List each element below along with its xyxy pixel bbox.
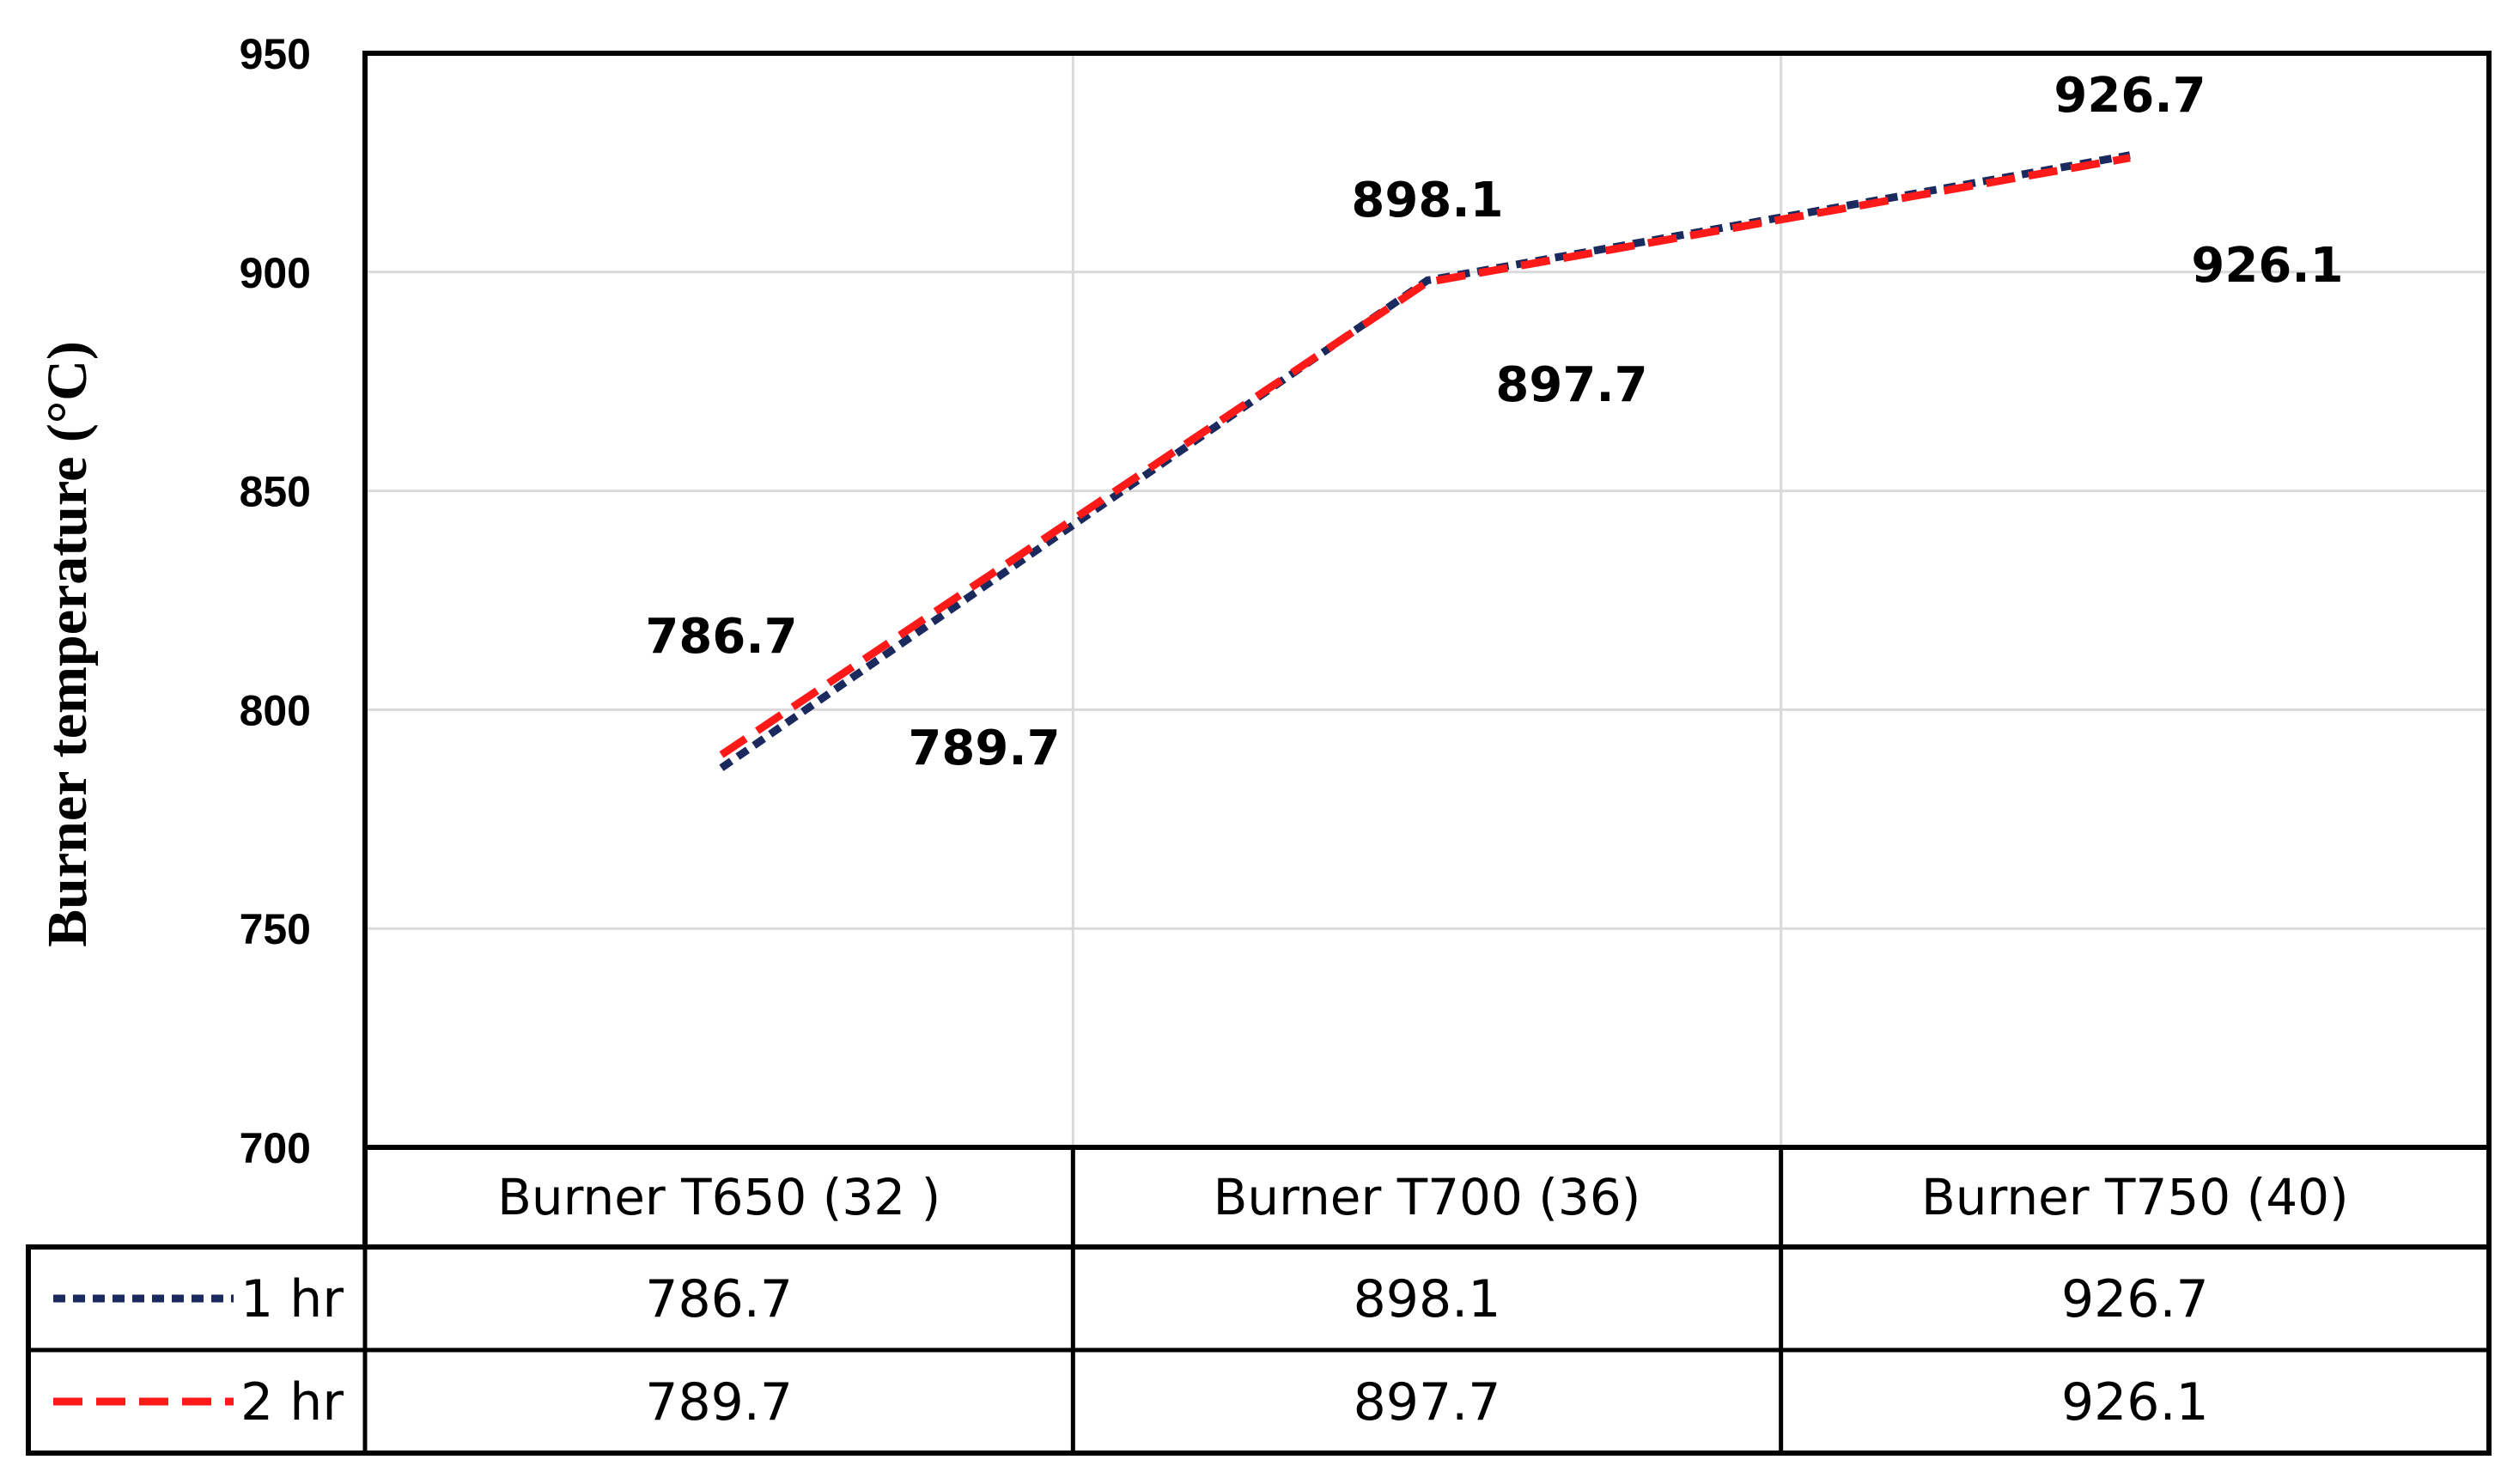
data-label: 786.7: [645, 609, 797, 665]
y-tick-label: 750: [240, 905, 311, 953]
legend-label: 1 hr: [240, 1269, 344, 1329]
table-cell-value: 789.7: [645, 1372, 793, 1432]
y-axis-label: Burner temperature (°C): [36, 341, 99, 947]
series-line-1: [719, 151, 2131, 771]
category-label: Burner T650 (32 ): [497, 1168, 940, 1226]
y-tick-label: 800: [240, 686, 311, 734]
table-cell-value: 786.7: [645, 1269, 793, 1329]
table-cell-value: 926.1: [2061, 1372, 2209, 1432]
table-cell-value: 897.7: [1354, 1372, 1501, 1432]
legend-label: 2 hr: [240, 1372, 344, 1432]
data-label: 789.7: [908, 721, 1060, 776]
y-tick-label: 700: [240, 1124, 311, 1172]
data-label: 897.7: [1495, 357, 1647, 413]
table-cell-value: 926.7: [2061, 1269, 2209, 1329]
data-label: 926.7: [2054, 68, 2206, 124]
series-line-2: [719, 154, 2131, 758]
y-tick-label: 900: [240, 249, 311, 297]
y-tick-label: 850: [240, 468, 311, 516]
category-label: Burner T750 (40): [1921, 1168, 2349, 1226]
data-label: 898.1: [1351, 173, 1503, 228]
data-label: 926.1: [2191, 238, 2343, 294]
y-axis-ticks: 700 750 800 850 900 950: [240, 30, 311, 1172]
data-table: Burner T650 (32 ) Burner T700 (36) Burner …: [26, 1145, 2492, 1456]
data-labels: 786.7 898.1 926.7 789.7 897.7 926.1: [645, 68, 2343, 776]
category-label: Burner T700 (36): [1214, 1168, 1641, 1226]
table-cell-value: 898.1: [1354, 1269, 1501, 1329]
grid-lines: [362, 51, 2492, 1150]
y-tick-label: 950: [240, 30, 311, 78]
series-lines: [719, 151, 2131, 771]
